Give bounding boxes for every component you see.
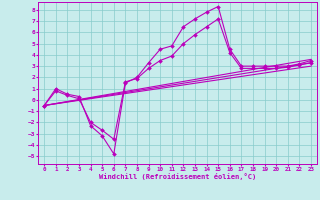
X-axis label: Windchill (Refroidissement éolien,°C): Windchill (Refroidissement éolien,°C)	[99, 173, 256, 180]
